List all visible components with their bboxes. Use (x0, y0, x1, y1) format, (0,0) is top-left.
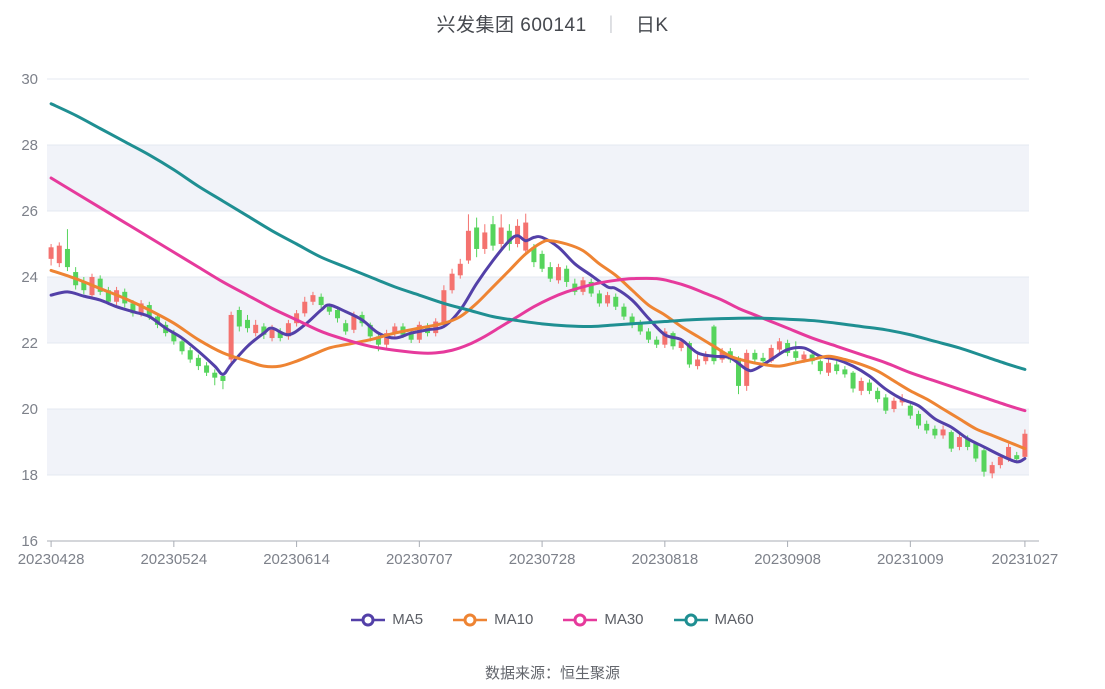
svg-text:20230524: 20230524 (140, 551, 207, 568)
chart-legend: MA5 MA10 MA30 MA60 (0, 611, 1105, 628)
x-axis-labels: 20230428 20230524 20230614 20230707 20230728… (18, 551, 1059, 568)
legend-item-ma60[interactable]: MA60 (673, 611, 754, 628)
svg-text:20: 20 (21, 401, 38, 418)
svg-text:20230428: 20230428 (18, 551, 85, 568)
svg-text:28: 28 (21, 137, 38, 154)
legend-item-ma10[interactable]: MA10 (453, 611, 533, 628)
ma60-line[interactable] (49, 102, 1027, 371)
svg-text:24: 24 (21, 269, 38, 286)
svg-text:20230818: 20230818 (631, 551, 698, 568)
ma5-legend-marker (351, 613, 386, 626)
svg-text:20230908: 20230908 (754, 551, 821, 568)
ma10-legend-marker (453, 613, 488, 626)
ma30-line[interactable] (49, 176, 1027, 413)
svg-text:26: 26 (21, 203, 38, 220)
period-label: 日K (635, 15, 669, 36)
ma10-line[interactable] (49, 239, 1027, 451)
data-source-note: 数据来源：恒生聚源 (484, 665, 620, 682)
svg-text:16: 16 (21, 533, 38, 550)
svg-text:22: 22 (21, 335, 38, 352)
stock-name-code: 兴发集团 600141 (436, 15, 587, 36)
legend-label-ma10: MA10 (494, 611, 534, 628)
ma5-line[interactable] (49, 234, 1027, 464)
ma30-legend-marker (563, 613, 598, 626)
legend-item-ma30[interactable]: MA30 (563, 611, 644, 628)
grid-bands (47, 145, 1029, 475)
svg-text:18: 18 (21, 467, 38, 484)
gridlines (47, 78, 1029, 476)
legend-label-ma60: MA60 (714, 611, 754, 628)
svg-text:20230614: 20230614 (263, 551, 330, 568)
title-separator: | (608, 13, 614, 33)
y-axis-labels: 16 18 20 22 24 26 28 30 (21, 71, 38, 550)
svg-text:20231009: 20231009 (877, 551, 944, 568)
x-axis (47, 540, 1039, 547)
svg-text:20230728: 20230728 (509, 551, 576, 568)
svg-text:20230707: 20230707 (386, 551, 453, 568)
legend-label-ma5: MA5 (392, 611, 424, 628)
ma60-legend-marker (673, 613, 708, 626)
legend-item-ma5[interactable]: MA5 (351, 611, 423, 628)
svg-text:30: 30 (21, 71, 38, 88)
legend-label-ma30: MA30 (604, 611, 644, 628)
chart-title: 兴发集团 600141 | 日K (0, 10, 1105, 37)
svg-text:20231027: 20231027 (992, 551, 1059, 568)
